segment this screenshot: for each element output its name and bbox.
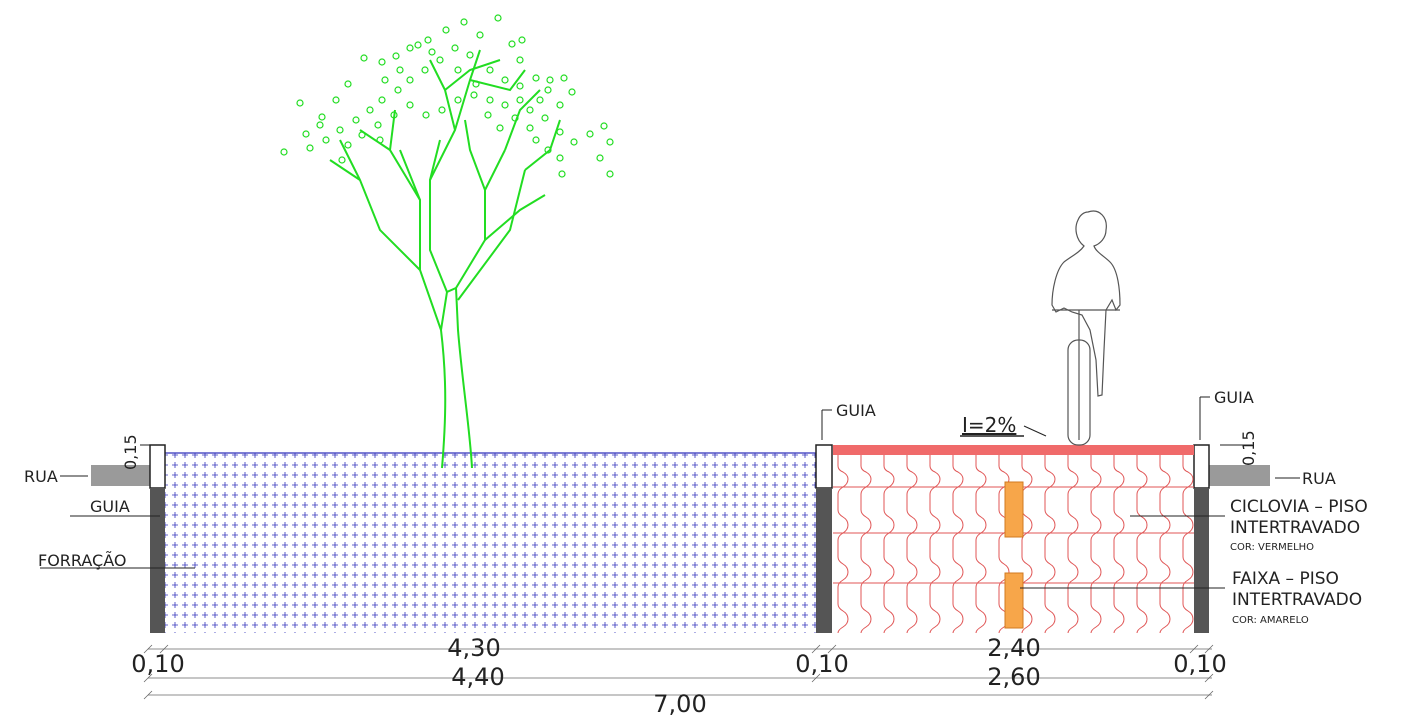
bike-lane-surface (833, 445, 1194, 455)
dim-green-total: 4,40 (451, 663, 504, 691)
dim-curb-right: 0,10 (1173, 650, 1226, 678)
tree-foliage (280, 14, 614, 178)
dim-bike-total: 2,60 (987, 663, 1040, 691)
guia-label-right: GUIA (1214, 388, 1254, 407)
dim-total: 7,00 (653, 690, 706, 718)
road-right (1209, 465, 1270, 486)
cyclist-icon (1051, 210, 1121, 446)
rua-label-left: RUA (24, 467, 58, 486)
dim-bike-lane: 2,40 (987, 634, 1040, 662)
ground-cover (165, 453, 816, 633)
curb-height-right: 0,15 (1239, 430, 1258, 466)
forracao-label: FORRAÇÃO (38, 551, 126, 570)
guia-label-left: GUIA (90, 497, 130, 516)
road-left (91, 465, 150, 486)
dimension-lines (143, 644, 1214, 700)
curb-right (1193, 444, 1210, 633)
ciclovia-color: COR: VERMELHO (1230, 542, 1314, 553)
ciclovia-line2: INTERTRAVADO (1230, 518, 1360, 538)
dim-curb-left: 0,10 (131, 650, 184, 678)
faixa-line1: FAIXA – PISO (1232, 569, 1339, 589)
ciclovia-line1: CICLOVIA – PISO (1230, 497, 1368, 517)
tree-icon (329, 49, 561, 469)
curb-height-left: 0,15 (121, 434, 140, 470)
slope-marker: I=2% (960, 413, 1047, 437)
guia-marker-mid (821, 409, 832, 440)
dim-green-strip: 4,30 (447, 634, 500, 662)
yellow-band-lower (1004, 572, 1024, 629)
dim-curb-mid: 0,10 (795, 650, 848, 678)
faixa-color: COR: AMARELO (1232, 615, 1309, 626)
yellow-band-upper (1004, 481, 1024, 538)
curb-middle (815, 444, 833, 633)
guia-marker-right (1199, 396, 1210, 440)
slope-label: I=2% (962, 413, 1016, 437)
guia-label-mid: GUIA (836, 401, 876, 420)
rua-label-right: RUA (1302, 469, 1336, 488)
faixa-line2: INTERTRAVADO (1232, 590, 1362, 610)
curb-left (149, 444, 166, 633)
